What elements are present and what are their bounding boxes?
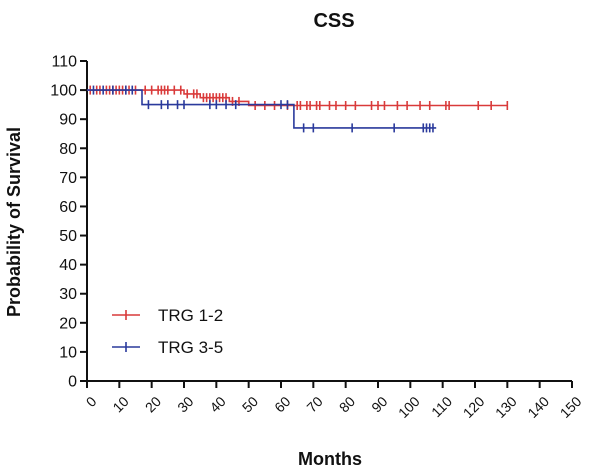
y-tick-label: 110: [51, 54, 77, 71]
x-tick-label: 140: [524, 393, 552, 421]
x-tick-label: 30: [174, 393, 196, 415]
x-axis-label: Months: [298, 449, 362, 469]
x-tick-label: 0: [83, 393, 100, 410]
legend-item-trg-3-5: TRG 3-5: [112, 338, 223, 357]
x-tick-label: 120: [460, 393, 488, 421]
x-tick-label: 40: [206, 393, 228, 415]
y-axis: 0 10 20 30 40 50 60 70 80 90 100 110: [50, 54, 88, 391]
y-tick-label: 100: [50, 83, 77, 100]
legend: TRG 1-2 TRG 3-5: [112, 306, 223, 357]
series-trg-3-5: [87, 85, 437, 133]
x-tick-label: 130: [492, 393, 520, 421]
y-axis-label: Probability of Survival: [4, 127, 24, 317]
x-axis: 0 10 20 30 40 50 60 70 80 90 100 110 120 130 140 150: [83, 380, 585, 421]
x-tick-label: 10: [109, 393, 131, 415]
y-tick-label: 90: [59, 112, 77, 129]
x-tick-label: 80: [336, 393, 358, 415]
x-tick-label: 60: [271, 393, 293, 415]
y-tick-label: 0: [68, 374, 77, 391]
x-tick-label: 20: [142, 393, 164, 415]
series-trg-1-2: [87, 85, 509, 111]
legend-label: TRG 1-2: [158, 306, 223, 325]
x-tick-label: 50: [239, 393, 261, 415]
y-tick-label: 70: [59, 170, 77, 187]
y-tick-label: 20: [59, 315, 77, 332]
legend-item-trg-1-2: TRG 1-2: [112, 306, 223, 325]
x-tick-label: 110: [428, 393, 455, 420]
plot-area: [87, 85, 509, 133]
y-tick-label: 10: [59, 344, 77, 361]
x-tick-label: 100: [395, 393, 423, 421]
y-tick-label: 60: [59, 199, 77, 216]
x-tick-label: 90: [368, 393, 390, 415]
y-tick-label: 30: [59, 286, 77, 303]
x-tick-label: 70: [303, 393, 325, 415]
series-line-trg-1-2: [87, 89, 508, 107]
y-tick-label: 50: [59, 228, 77, 245]
y-tick-label: 40: [59, 257, 77, 274]
chart-title: CSS: [313, 10, 354, 32]
y-tick-label: 80: [59, 141, 77, 158]
x-tick-label: 150: [557, 393, 585, 421]
legend-label: TRG 3-5: [158, 338, 223, 357]
